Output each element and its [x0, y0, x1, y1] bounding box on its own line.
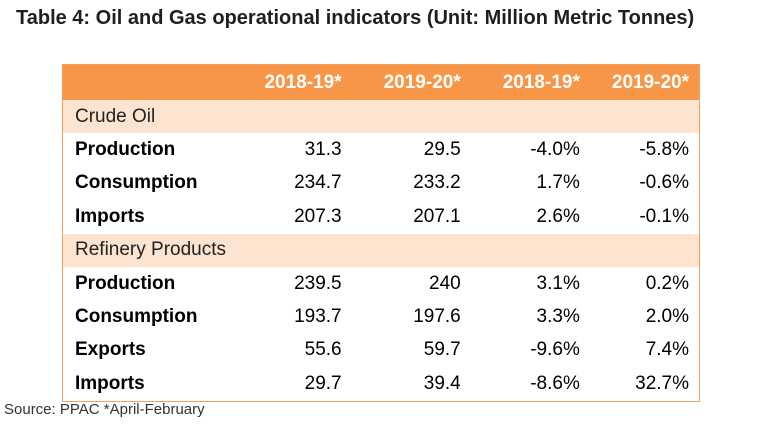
cell: 39.4	[423, 372, 461, 394]
cell: 197.6	[413, 306, 461, 328]
cell: 239.5	[294, 272, 342, 294]
cell: -9.6%	[530, 339, 580, 361]
cell: 55.6	[304, 339, 342, 361]
cell: 32.7%	[635, 372, 689, 394]
cell: 0.2%	[645, 272, 689, 294]
cell: 29.7	[304, 372, 342, 394]
cell: -8.6%	[530, 372, 580, 394]
cell: -0.1%	[639, 205, 689, 227]
table-row: Imports 207.3 207.1 2.6% -0.1%	[63, 200, 699, 233]
header-cell-2019-20-growth: 2019-20*	[611, 71, 689, 93]
header-cell-2018-19-volume: 2018-19*	[264, 71, 342, 93]
cell: 207.3	[294, 205, 342, 227]
cell: 193.7	[294, 306, 342, 328]
cell: 59.7	[423, 339, 461, 361]
cell: -5.8%	[639, 139, 689, 161]
section-title: Crude Oil	[75, 105, 156, 127]
cell: 1.7%	[536, 172, 580, 194]
section-row-refinery-products: Refinery Products	[63, 233, 699, 267]
cell: 2.6%	[536, 205, 580, 227]
row-label: Consumption	[75, 172, 198, 194]
row-label: Imports	[75, 205, 145, 227]
row-label: Exports	[75, 339, 146, 361]
oil-gas-table: 2018-19* 2019-20* 2018-19* 2019-20* Crud…	[62, 64, 700, 402]
section-title: Refinery Products	[75, 239, 227, 261]
table-row: Imports 29.7 39.4 -8.6% 32.7%	[63, 367, 699, 400]
table-row: Production 31.3 29.5 -4.0% -5.8%	[63, 133, 699, 166]
cell: 234.7	[294, 172, 342, 194]
table-caption: Table 4: Oil and Gas operational indicat…	[16, 7, 695, 29]
cell: 233.2	[413, 172, 461, 194]
cell: 240	[429, 272, 461, 294]
row-label: Production	[75, 272, 176, 294]
source-note: Source: PPAC *April-February	[4, 401, 205, 418]
section-row-crude-oil: Crude Oil	[63, 100, 699, 134]
header-cell-2018-19-growth: 2018-19*	[502, 71, 580, 93]
cell: 29.5	[423, 139, 461, 161]
row-label: Production	[75, 139, 176, 161]
table-row: Consumption 234.7 233.2 1.7% -0.6%	[63, 167, 699, 200]
cell: -4.0%	[530, 139, 580, 161]
cell: -0.6%	[639, 172, 689, 194]
cell: 31.3	[304, 139, 342, 161]
row-label: Imports	[75, 372, 145, 394]
table-row: Consumption 193.7 197.6 3.3% 2.0%	[63, 300, 699, 333]
header-cell-2019-20-volume: 2019-20*	[383, 71, 461, 93]
cell: 2.0%	[645, 306, 689, 328]
cell: 3.1%	[536, 272, 580, 294]
row-label: Consumption	[75, 306, 198, 328]
cell: 7.4%	[645, 339, 689, 361]
table-header-row: 2018-19* 2019-20* 2018-19* 2019-20*	[63, 65, 699, 100]
cell: 207.1	[413, 205, 461, 227]
table-row: Production 239.5 240 3.1% 0.2%	[63, 267, 699, 300]
cell: 3.3%	[536, 306, 580, 328]
table-row: Exports 55.6 59.7 -9.6% 7.4%	[63, 334, 699, 367]
